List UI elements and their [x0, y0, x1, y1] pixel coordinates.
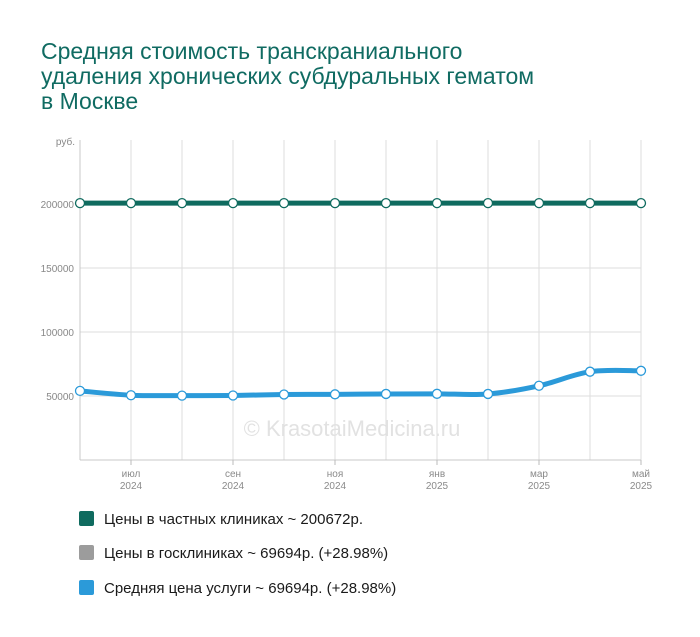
x-tick-label-year: 2024 [222, 481, 245, 492]
y-tick-label: 150000 [41, 264, 75, 275]
data-point [329, 197, 341, 209]
x-tick-label-year: 2025 [630, 481, 653, 492]
grid-layer [79, 140, 642, 460]
legend-swatch [79, 580, 94, 595]
data-point [431, 388, 443, 399]
chart-title-line-2: удаления хронических субдуральных гемато… [41, 63, 534, 89]
data-point [176, 197, 188, 209]
series-layer [74, 197, 647, 401]
data-point [227, 197, 239, 209]
x-tick-label-year: 2025 [528, 481, 551, 492]
data-point [584, 197, 596, 209]
legend-item: Цены в частных клиниках ~ 200672р. [79, 511, 363, 528]
data-point [329, 389, 341, 400]
data-point [635, 197, 647, 209]
legend: Цены в частных клиниках ~ 200672р. Цены в… [79, 511, 396, 597]
legend-label: Цены в частных клиниках ~ 200672р. [104, 511, 363, 528]
x-tick-label-year: 2024 [120, 481, 143, 492]
series-group [74, 365, 647, 401]
series-group [74, 197, 647, 209]
data-point [125, 390, 137, 401]
data-point [176, 390, 188, 401]
y-axis-unit-label: руб. [56, 136, 75, 148]
data-point [278, 197, 290, 209]
data-point [278, 389, 290, 400]
data-point [74, 197, 86, 209]
x-tick-label-year: 2025 [426, 481, 449, 492]
chart-title: Средняя стоимость транскраниального удал… [41, 38, 534, 114]
y-tick-label: 200000 [41, 200, 75, 211]
data-point [482, 197, 494, 209]
axis-layer: 50000100000150000200000июл2024сен2024ноя… [41, 140, 653, 492]
x-tick-label-month: янв [429, 469, 445, 480]
data-point [635, 365, 647, 376]
chart-title-line-1: Средняя стоимость транскраниального [41, 38, 462, 64]
data-point [584, 366, 596, 377]
x-tick-label-year: 2024 [324, 481, 347, 492]
legend-item: Средняя цена услуги ~ 69694р. (+28.98%) [79, 580, 396, 597]
data-point [74, 385, 86, 397]
x-tick-label-month: май [632, 469, 650, 480]
x-tick-label-month: мар [530, 469, 548, 480]
data-point [380, 197, 392, 209]
data-point [533, 197, 545, 209]
legend-label: Средняя цена услуги ~ 69694р. (+28.98%) [104, 580, 396, 597]
legend-swatch [79, 545, 94, 560]
chart-title-line-3: в Москве [41, 88, 138, 114]
x-tick-label-month: ноя [327, 469, 344, 480]
data-point [125, 197, 137, 209]
watermark: © KrasotaiMedicina.ru [244, 416, 461, 441]
data-point [380, 388, 392, 400]
data-point [533, 380, 545, 391]
data-point [431, 197, 443, 209]
x-tick-label-month: сен [225, 469, 241, 480]
series-line [77, 367, 644, 399]
y-tick-label: 100000 [41, 328, 75, 339]
y-tick-label: 50000 [46, 392, 74, 403]
legend-label: Цены в госклиниках ~ 69694р. (+28.98%) [104, 545, 388, 562]
data-point [227, 390, 239, 401]
data-point [482, 388, 494, 400]
legend-item: Цены в госклиниках ~ 69694р. (+28.98%) [79, 545, 388, 562]
legend-swatch [79, 511, 94, 526]
x-tick-label-month: июл [122, 469, 141, 480]
